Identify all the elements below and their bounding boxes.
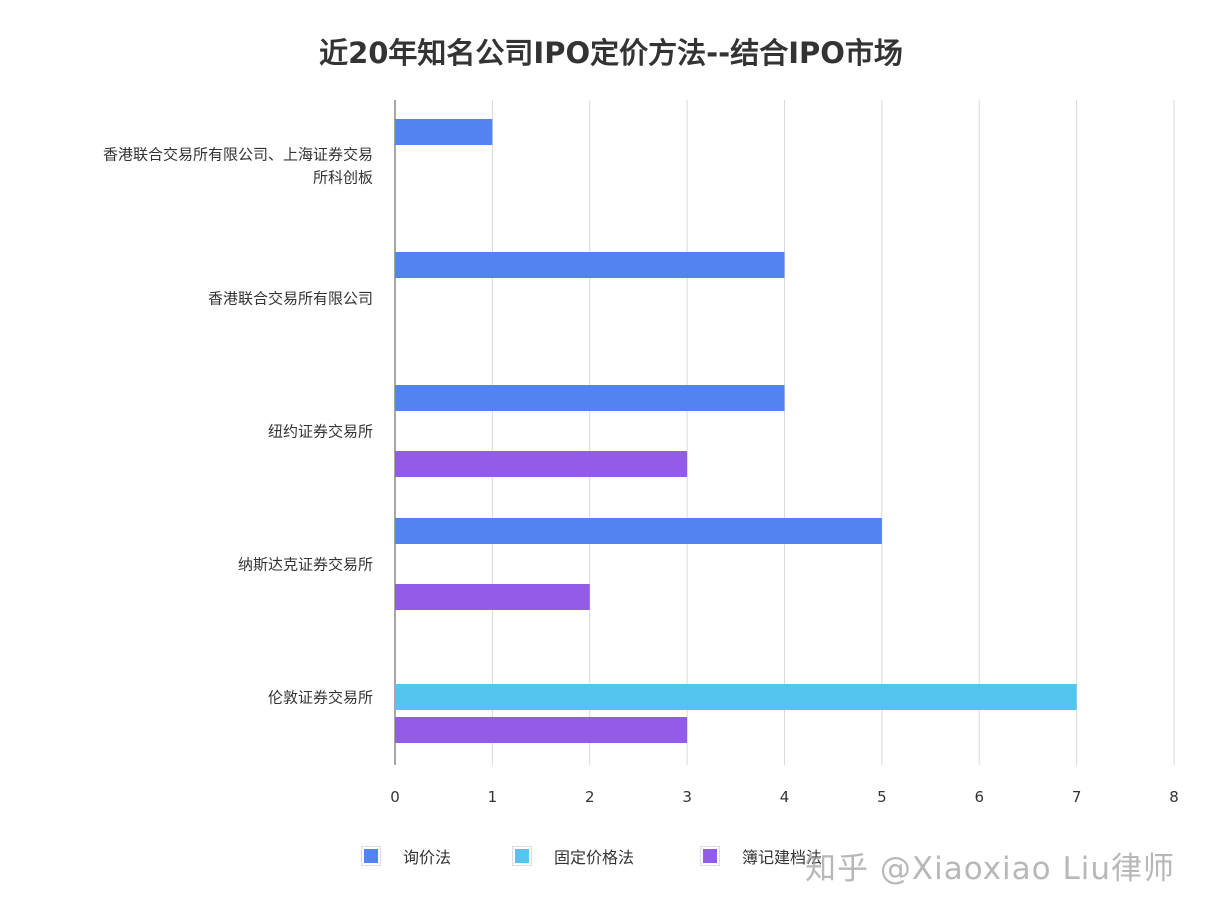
category-label: 香港联合交易所有限公司 — [208, 290, 373, 308]
x-tick-label: 8 — [1169, 788, 1179, 806]
legend-label: 簿记建档法 — [742, 848, 823, 867]
legend-label: 询价法 — [403, 848, 452, 867]
bar — [395, 584, 590, 610]
bar — [395, 518, 882, 544]
bar — [395, 684, 1077, 710]
category-label: 香港联合交易所有限公司、上海证券交易所科创板 — [103, 146, 373, 187]
legend-swatch — [361, 846, 381, 866]
x-tick-label: 0 — [390, 788, 400, 806]
legend-swatch — [512, 846, 532, 866]
bar — [395, 451, 688, 477]
category-label: 纽约证券交易所 — [268, 423, 373, 441]
x-tick-label: 6 — [974, 788, 984, 806]
x-tick-label: 3 — [682, 788, 692, 806]
watermark: 知乎 @Xiaoxiao Liu律师 — [805, 851, 1176, 887]
x-tick-label: 4 — [780, 788, 790, 806]
x-tick-label: 2 — [585, 788, 595, 806]
legend-item-inquiry[interactable]: 询价法 — [361, 844, 451, 868]
chart-title: 近20年知名公司IPO定价方法--结合IPO市场 — [319, 36, 903, 70]
bar — [395, 252, 785, 278]
bar — [395, 119, 493, 145]
x-tick-label: 1 — [488, 788, 498, 806]
bar — [395, 385, 785, 411]
category-label: 纳斯达克证券交易所 — [238, 556, 373, 574]
category-label: 伦敦证券交易所 — [268, 689, 373, 707]
bar — [395, 717, 688, 743]
legend-item-fixed-price[interactable]: 固定价格法 — [512, 844, 634, 868]
legend-swatch — [700, 846, 720, 866]
x-tick-label: 7 — [1072, 788, 1082, 806]
legend-item-bookbuilding[interactable]: 簿记建档法 — [700, 844, 822, 868]
legend-label: 固定价格法 — [554, 848, 635, 867]
x-tick-label: 5 — [877, 788, 887, 806]
